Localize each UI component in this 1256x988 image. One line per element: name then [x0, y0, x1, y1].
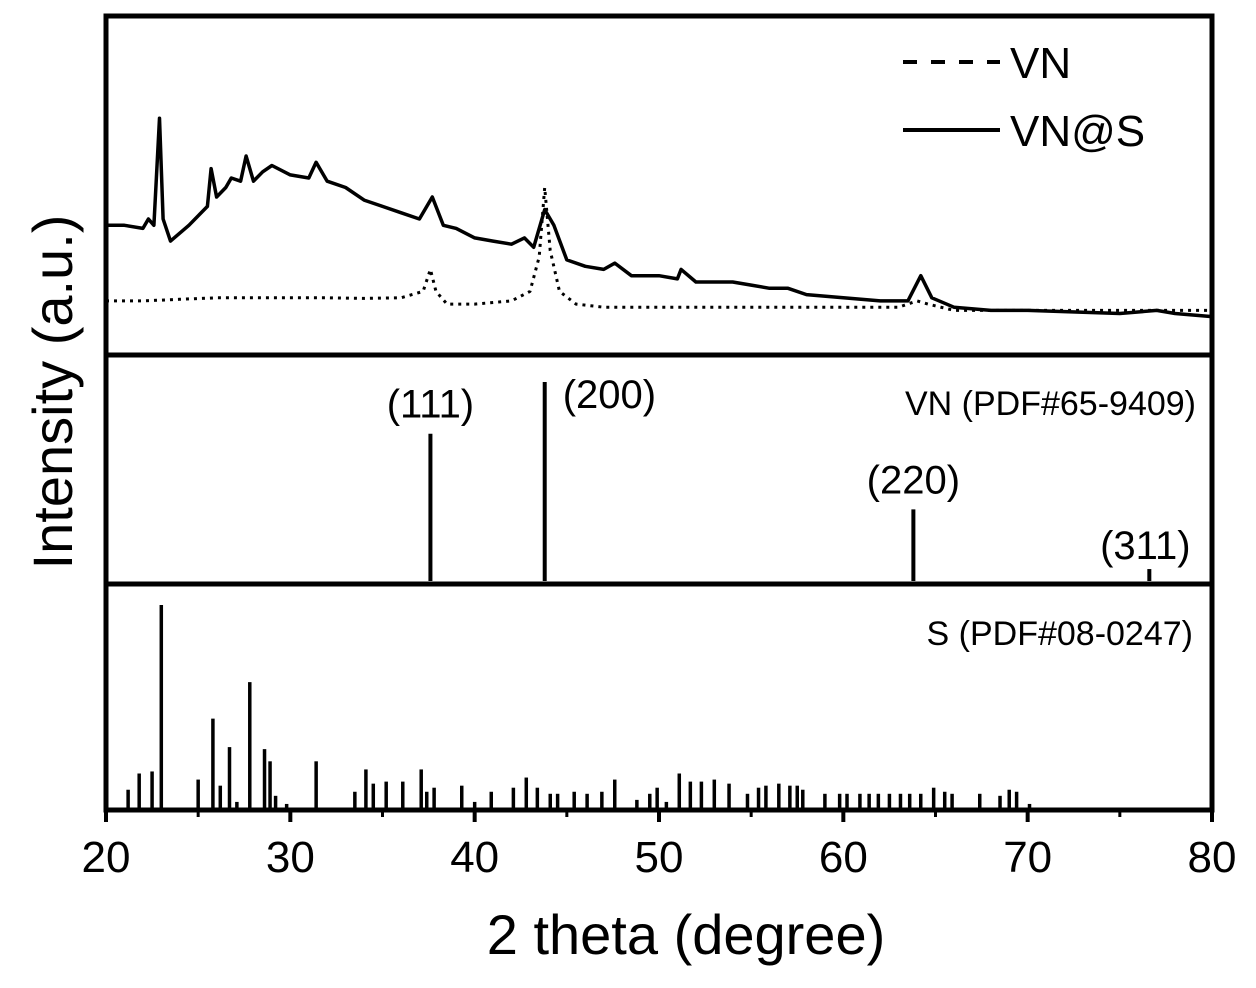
vn-reference-sticks	[428, 382, 1152, 581]
x-tick-label: 30	[266, 833, 315, 882]
x-axis-title: 2 theta (degree)	[487, 903, 885, 966]
x-tick-label: 20	[82, 833, 131, 882]
s-reference-sticks	[126, 605, 1032, 808]
series-vn-line	[106, 186, 1212, 312]
legend-vn-s-label: VN@S	[1010, 107, 1145, 156]
x-tick-label: 70	[1003, 833, 1052, 882]
vn-hkl-label: (111)	[387, 383, 474, 427]
legend-vn-label: VN	[1010, 39, 1071, 88]
vn-reference-label: VN (PDF#65-9409)	[905, 385, 1196, 423]
x-axis-ticks: 20 30 40 50 60 70 80	[82, 810, 1237, 882]
legend: VN VN@S	[903, 39, 1145, 156]
xrd-series-layer	[106, 116, 1213, 319]
x-tick-label: 50	[635, 833, 684, 882]
x-tick-label: 60	[819, 833, 868, 882]
series-vn-s-line	[106, 116, 1213, 319]
s-reference-label: S (PDF#08-0247)	[927, 615, 1193, 653]
vn-hkl-label: (311)	[1100, 524, 1190, 568]
vn-hkl-label: (220)	[867, 458, 960, 502]
x-tick-label: 40	[450, 833, 499, 882]
vn-hkl-labels: (111) (200) (220) (311)	[387, 373, 1191, 568]
x-tick-label: 80	[1188, 833, 1237, 882]
vn-hkl-label: (200)	[563, 373, 656, 417]
y-axis-title: Intensity (a.u.)	[21, 215, 84, 570]
